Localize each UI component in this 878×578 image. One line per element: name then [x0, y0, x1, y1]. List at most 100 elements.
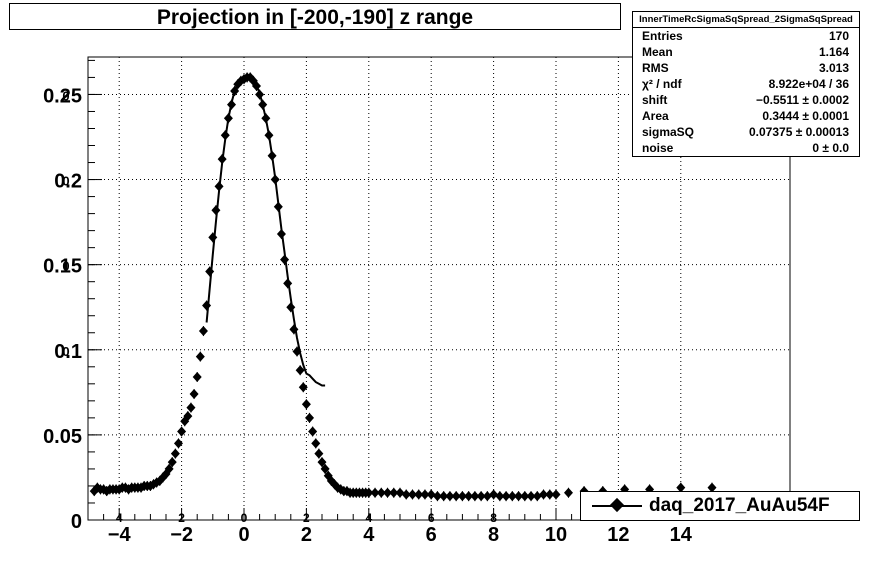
data-point	[173, 438, 183, 449]
stats-key: shift	[642, 93, 668, 107]
data-point	[445, 491, 455, 502]
legend-marker-icon	[609, 497, 625, 513]
data-point	[482, 491, 492, 502]
stats-key: RMS	[642, 61, 669, 75]
data-point	[451, 491, 461, 502]
data-point	[270, 174, 280, 185]
y-overlay-label: 0	[62, 88, 69, 103]
data-point	[211, 205, 221, 216]
stats-value: 3.013	[818, 61, 849, 75]
data-point	[251, 80, 261, 91]
stats-value: 170	[828, 29, 849, 43]
stats-key: Mean	[642, 45, 673, 59]
data-point	[520, 491, 530, 502]
data-point	[301, 399, 311, 410]
x-tick-label: 8	[488, 524, 499, 546]
axis-tick-labels: −4 −2 0 2 4 6 8 10 12 14 4 2 0 2 4 6 8 0 0.05 0.1 0.15 0.2 0.2…	[43, 85, 693, 546]
data-point	[389, 487, 399, 498]
data-point	[283, 278, 293, 289]
data-point	[192, 372, 202, 383]
data-point	[311, 438, 321, 449]
data-point	[514, 491, 524, 502]
data-point	[198, 326, 208, 337]
data-point	[414, 489, 424, 500]
data-point	[261, 113, 271, 124]
data-point	[495, 491, 505, 502]
stats-key: χ² / ndf	[642, 77, 682, 91]
data-point	[217, 154, 227, 165]
data-point	[464, 491, 474, 502]
data-point	[532, 491, 542, 502]
data-point	[289, 324, 299, 335]
data-point	[314, 448, 324, 459]
data-point	[707, 482, 717, 493]
data-point	[364, 487, 374, 498]
data-point	[220, 130, 230, 141]
x-minor-label: 4	[365, 511, 372, 525]
x-minor-label: 8	[490, 511, 497, 525]
stats-box: InnerTimeRcSigmaSqSpread_2SigmaSqSpread …	[632, 11, 860, 157]
data-point	[273, 201, 283, 212]
data-point	[420, 489, 430, 500]
x-tick-label: 2	[301, 524, 312, 546]
x-minor-label: 4	[116, 511, 123, 525]
x-tick-label: 4	[363, 524, 375, 546]
data-point	[489, 489, 499, 500]
stats-key: sigmaSQ	[642, 125, 695, 139]
legend: daq_2017_AuAu54F	[580, 491, 860, 521]
data-point	[676, 482, 686, 493]
data-point	[214, 181, 224, 192]
data-point	[267, 150, 277, 161]
data-point	[476, 491, 486, 502]
data-point	[189, 389, 199, 400]
y-overlay-label: 0	[62, 344, 69, 359]
y-tick-label: 0.1	[54, 341, 82, 363]
data-point	[308, 426, 318, 437]
stats-key: noise	[642, 141, 674, 155]
y-overlay-label: 0	[62, 174, 69, 189]
x-tick-label: 12	[607, 524, 629, 546]
plot-frame	[87, 56, 791, 521]
data-point	[401, 489, 411, 500]
legend-label: daq_2017_AuAu54F	[649, 495, 830, 516]
stats-value: 0 ± 0.0	[812, 141, 849, 155]
stats-row: Mean 1.164	[633, 44, 859, 60]
x-minor-label: 0	[241, 511, 248, 525]
stats-value: 8.922e+04 / 36	[768, 77, 849, 91]
data-point	[305, 412, 315, 423]
data-point	[432, 491, 442, 502]
data-point	[526, 491, 536, 502]
data-point	[395, 487, 405, 498]
data-point	[167, 457, 177, 468]
data-point	[295, 365, 305, 376]
data-point	[280, 254, 290, 265]
x-tick-label: 0	[238, 524, 249, 546]
data-point	[258, 99, 268, 110]
x-tick-label: −2	[170, 524, 193, 546]
data-point	[317, 457, 327, 468]
data-point	[183, 411, 193, 422]
stats-row: Entries 170	[633, 28, 859, 44]
stats-row: noise 0 ± 0.0	[633, 140, 859, 156]
data-point	[507, 491, 517, 502]
stats-value: 0.07375 ± 0.00013	[748, 125, 849, 139]
data-point	[439, 491, 449, 502]
y-overlay-label: 0	[62, 259, 69, 274]
data-point	[426, 489, 436, 500]
stats-row: shift −0.5511 ± 0.0002	[633, 92, 859, 108]
data-point	[264, 130, 274, 141]
data-point	[208, 232, 218, 243]
stats-key: Entries	[642, 29, 683, 43]
data-point	[370, 487, 380, 498]
data-point	[298, 382, 308, 393]
stats-value: 0.3444 ± 0.0001	[762, 109, 849, 123]
data-point	[563, 487, 573, 498]
data-point	[276, 229, 286, 240]
data-point	[186, 402, 196, 413]
data-point	[227, 99, 237, 110]
data-point	[320, 463, 330, 474]
stats-rows: Entries 170 Mean 1.164 RMS 3.013 χ² / ndf 8.922…	[633, 28, 859, 156]
data-point	[539, 489, 549, 500]
data-point	[170, 448, 180, 459]
stats-row: sigmaSQ 0.07375 ± 0.00013	[633, 124, 859, 140]
